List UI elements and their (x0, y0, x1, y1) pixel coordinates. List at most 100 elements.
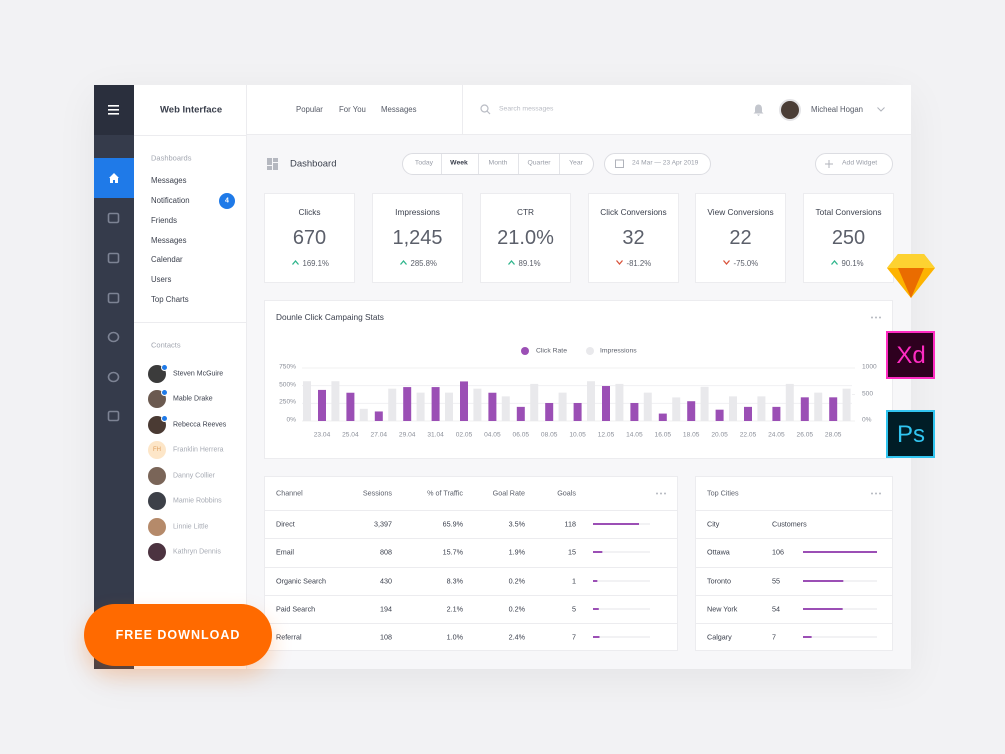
bar (630, 402, 639, 421)
table-cell: 118 (564, 519, 576, 529)
contact-name[interactable]: Steven McGuire (173, 370, 224, 378)
goal-bar (593, 580, 650, 582)
period-option[interactable]: Today (414, 159, 434, 167)
date-picker[interactable] (604, 153, 711, 175)
column-header: Sessions (362, 488, 392, 498)
contact-avatar[interactable] (148, 518, 166, 536)
bar (388, 388, 397, 421)
bar (672, 397, 681, 421)
period-option[interactable]: Year (569, 159, 583, 167)
kpi-card (264, 193, 355, 283)
contact-avatar[interactable]: FH (148, 441, 166, 459)
bar (757, 396, 766, 421)
bar (587, 381, 595, 421)
bar (800, 397, 809, 421)
bar (303, 381, 311, 421)
period-option[interactable]: Month (488, 159, 508, 167)
table-cell: 108 (380, 632, 392, 642)
y2-tick-label: 0% (862, 416, 872, 424)
contact-name[interactable]: Mable Drake (173, 395, 213, 403)
table-cell: 15 (568, 547, 576, 557)
legend-label: Impressions (600, 347, 637, 355)
more-menu[interactable] (656, 492, 666, 495)
top-nav-item[interactable]: Popular (296, 105, 323, 115)
kpi-change: 285.8% (410, 258, 437, 268)
rail-icon[interactable] (107, 252, 120, 264)
nav-item[interactable]: Notification (151, 196, 190, 206)
nav-item[interactable]: Users (151, 275, 172, 285)
bell-icon[interactable] (753, 104, 764, 116)
x-tick-label: 31.04 (427, 431, 444, 439)
bar (829, 397, 838, 421)
dashboard-icon-tile (273, 158, 278, 162)
rail-icon[interactable] (107, 371, 120, 383)
period-option[interactable]: Quarter (527, 159, 551, 167)
contact-avatar[interactable] (148, 467, 166, 485)
sketch-gem-top (887, 254, 935, 268)
sketch-gem-center (898, 268, 924, 298)
top-nav-item[interactable]: Messages (381, 105, 417, 115)
nav-item[interactable]: Top Charts (151, 295, 189, 305)
goal-bar (593, 523, 650, 525)
contact-name[interactable]: Franklin Herrera (173, 446, 224, 454)
row-divider (265, 510, 677, 511)
kpi-value: 670 (292, 227, 327, 249)
period-separator (441, 154, 442, 174)
bar (573, 402, 582, 421)
x-tick-label: 26.05 (796, 431, 814, 439)
cities-title: Top Cities (707, 488, 739, 498)
chart-card (264, 300, 893, 459)
contact-name[interactable]: Kathryn Dennis (173, 548, 221, 556)
x-tick-label: 06.05 (512, 431, 530, 439)
kpi-trend-arrow (722, 260, 730, 265)
contact-name[interactable]: Rebecca Reeves (173, 421, 227, 429)
contact-avatar[interactable] (148, 492, 166, 510)
x-tick-label: 12.05 (597, 431, 615, 439)
free-download-button[interactable]: FREE DOWNLOAD (84, 604, 272, 666)
trend-chevron (615, 260, 623, 265)
kpi-trend-arrow (615, 260, 623, 265)
kpi-trend-arrow (291, 260, 299, 265)
user-name[interactable]: Micheal Hogan (811, 105, 864, 115)
search-input[interactable]: Search messages (499, 105, 554, 113)
table-cell: 106 (772, 547, 784, 557)
nav-item[interactable]: Messages (151, 236, 187, 246)
bar (359, 408, 368, 421)
table-cell: 3.5% (508, 519, 525, 529)
header-divider (696, 510, 892, 511)
side-divider (134, 322, 247, 323)
contact-name[interactable]: Linnie Little (173, 523, 209, 531)
nav-item[interactable]: Messages (151, 176, 187, 186)
contact-name[interactable]: Mamie Robbins (173, 497, 222, 505)
contact-name[interactable]: Danny Collier (173, 472, 216, 480)
rail-icon[interactable] (107, 410, 120, 422)
period-option[interactable]: Week (450, 159, 468, 167)
top-nav-item[interactable]: For You (339, 105, 366, 115)
x-tick-label: 25.04 (342, 431, 359, 439)
cities-card (695, 476, 893, 651)
contact-avatar[interactable] (148, 543, 166, 561)
y-tick-label: 0% (286, 416, 296, 424)
menu-icon-bar (108, 113, 119, 115)
rail-icon[interactable] (107, 212, 120, 224)
kpi-change: 90.1% (841, 258, 864, 268)
row-divider (265, 567, 677, 568)
add-widget-button[interactable] (815, 153, 893, 175)
more-menu[interactable] (871, 316, 881, 319)
table-cell: 808 (380, 547, 392, 557)
more-menu[interactable] (871, 492, 881, 495)
bar (785, 383, 794, 421)
bar (744, 406, 752, 421)
table-cell: Paid Search (276, 604, 316, 614)
kpi-value: 32 (622, 227, 645, 249)
bar (374, 411, 383, 421)
page-title: Dashboard (290, 158, 337, 170)
nav-item[interactable]: Calendar (151, 255, 183, 265)
sketch-logo (887, 254, 935, 298)
kpi-value: 1,245 (392, 227, 443, 249)
rail-icon[interactable] (107, 331, 120, 343)
user-avatar[interactable] (779, 99, 801, 121)
rail-icon[interactable] (107, 292, 120, 304)
menu-dot (660, 492, 662, 495)
nav-item[interactable]: Friends (151, 216, 177, 226)
